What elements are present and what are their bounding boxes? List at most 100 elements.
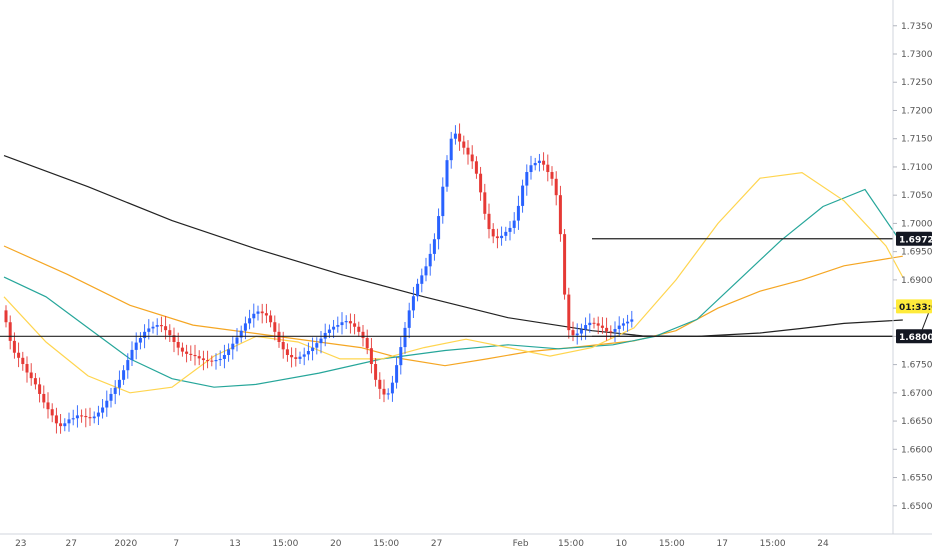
projection-arrow-shaft	[919, 302, 932, 337]
candle-body	[374, 364, 378, 380]
candle-body	[592, 322, 596, 324]
candle-body	[567, 294, 571, 331]
candle-body	[554, 178, 558, 196]
candle	[264, 303, 268, 324]
candle-body	[621, 323, 625, 326]
candle	[386, 388, 390, 400]
candle	[563, 229, 567, 300]
candle	[298, 351, 302, 365]
candle-body	[269, 315, 273, 323]
price-badge: 1.68001	[896, 329, 932, 344]
candle-body	[227, 349, 231, 355]
horizontal-levels[interactable]	[0, 238, 893, 337]
candle	[235, 328, 239, 352]
candle-body	[151, 326, 155, 329]
candle-body	[479, 173, 483, 193]
candle-body	[369, 348, 373, 365]
candle-body	[143, 331, 147, 339]
candle	[332, 319, 336, 339]
candle-body	[474, 161, 478, 174]
candle-body	[382, 388, 386, 395]
candle-body	[277, 331, 281, 342]
candle-body	[117, 379, 121, 388]
candle	[512, 212, 516, 234]
candle-body	[420, 275, 424, 284]
candle	[600, 317, 604, 334]
candle-body	[168, 330, 172, 336]
candle	[340, 312, 344, 335]
candle	[399, 336, 403, 375]
candle	[319, 330, 323, 354]
candle-body	[584, 325, 588, 330]
candle-body	[483, 192, 487, 214]
candle-body	[630, 319, 634, 322]
candle	[96, 405, 100, 426]
candle	[92, 411, 96, 424]
candle	[437, 208, 441, 250]
candle	[458, 123, 462, 151]
candle-body	[390, 382, 394, 394]
candle	[428, 243, 432, 276]
candle-body	[529, 165, 533, 173]
candle-body	[281, 342, 285, 350]
projection-arrow[interactable]	[919, 249, 932, 337]
candle-body	[256, 311, 260, 314]
candle	[80, 409, 84, 423]
candle-body	[113, 387, 117, 394]
price-tick-label: 1.70500	[901, 191, 932, 201]
candle	[411, 286, 415, 318]
candles	[4, 123, 634, 434]
candle-body	[315, 343, 319, 348]
price-badge-label: 1.68001	[899, 333, 932, 343]
candle-body	[386, 393, 390, 395]
price-tick-label: 1.73000	[901, 50, 932, 60]
candle	[256, 305, 260, 321]
candle	[554, 171, 558, 206]
candle	[626, 314, 630, 332]
candle-body	[411, 296, 415, 311]
candle-body	[500, 235, 504, 239]
candle-body	[516, 205, 520, 221]
candle	[353, 314, 357, 335]
candle-body	[88, 417, 92, 419]
candle	[210, 355, 214, 367]
candle	[407, 302, 411, 339]
candle	[558, 185, 562, 242]
price-tick-label: 1.65000	[901, 502, 932, 512]
candle	[449, 131, 453, 169]
candle-body	[71, 418, 75, 420]
candle	[525, 164, 529, 196]
price-badge-background	[896, 299, 932, 314]
candle	[67, 412, 71, 432]
candle-body	[193, 354, 197, 357]
candle-body	[273, 322, 277, 332]
candle-body	[432, 239, 436, 254]
candle-body	[575, 333, 579, 336]
candle	[4, 305, 8, 328]
candle-body	[344, 321, 348, 323]
candle-body	[571, 330, 575, 336]
candle	[206, 350, 210, 369]
candle-body	[260, 311, 264, 314]
candle-body	[445, 160, 449, 187]
price-badge-label: 01:33:00	[899, 303, 932, 313]
candle	[180, 342, 184, 357]
candle-body	[458, 133, 462, 142]
candle-body	[378, 379, 382, 389]
candle-body	[126, 360, 130, 371]
candle-body	[336, 325, 340, 327]
candle-body	[508, 227, 512, 232]
price-tick-label: 1.66500	[901, 417, 932, 427]
candle	[336, 316, 340, 333]
price-badges: 1.69728 01:33:00 1.68001	[896, 231, 932, 344]
time-axis[interactable]: 23 27 2020 7 13 15:00 20 15:00 27 Feb 15:00 10 15:00…	[15, 539, 829, 549]
price-tick-label: 1.67000	[901, 389, 932, 399]
candle-body	[525, 172, 529, 186]
candle	[348, 313, 352, 334]
candle	[462, 135, 466, 155]
candle-body	[122, 370, 126, 380]
time-tick-label: 2020	[114, 539, 137, 549]
